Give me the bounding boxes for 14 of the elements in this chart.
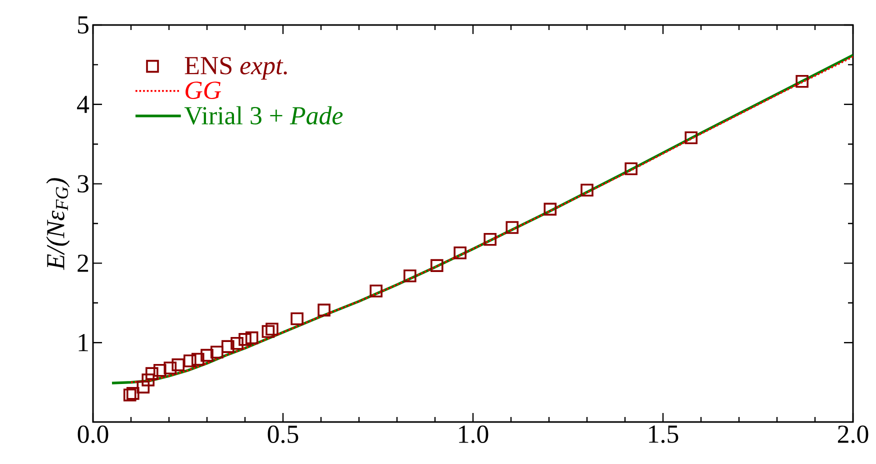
y-tick-label: 5 bbox=[78, 16, 88, 34]
x-tick-label: 1.5 bbox=[649, 426, 678, 443]
legend-label: Virial 3 + Pade bbox=[184, 106, 343, 125]
legend-label: ENS expt. bbox=[184, 56, 287, 80]
y-tick-label: 3 bbox=[78, 175, 88, 192]
x-tick-label: 0.0 bbox=[78, 426, 108, 444]
x-tick-label: 1.0 bbox=[459, 426, 488, 444]
legend-label: GG bbox=[186, 82, 221, 99]
y-axis-title: E/(Nε$_{FG}$) bbox=[46, 178, 70, 270]
y-tick-label: 2 bbox=[78, 254, 88, 272]
y-tick-label: 1 bbox=[78, 334, 88, 352]
x-tick-label: 2.0 bbox=[838, 426, 868, 444]
x-tick-label: 0.5 bbox=[268, 426, 298, 444]
y-tick-label: 4 bbox=[77, 96, 90, 113]
